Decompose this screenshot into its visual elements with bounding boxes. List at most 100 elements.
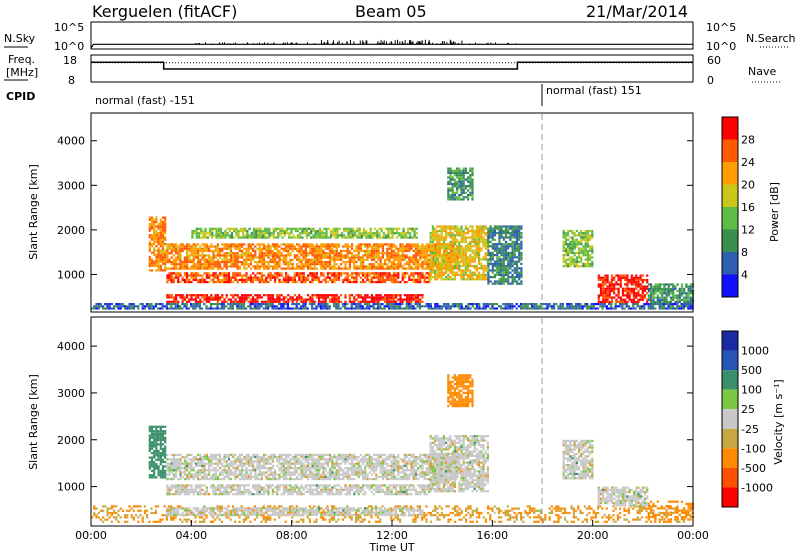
scatter-cell: [451, 234, 454, 237]
scatter-cell: [592, 307, 595, 310]
scatter-cell: [242, 305, 245, 308]
scatter-cell: [166, 245, 169, 248]
scatter-cell: [575, 307, 578, 310]
scatter-cell: [307, 232, 311, 235]
scatter-cell: [267, 249, 270, 253]
scatter-cell: [406, 263, 409, 266]
scatter-cell: [179, 254, 182, 257]
scatter-cell: [575, 243, 578, 246]
scatter-cell: [236, 254, 239, 257]
scatter-cell: [460, 240, 463, 243]
scatter-cell: [276, 256, 279, 259]
scatter-cell: [137, 307, 140, 310]
scatter-cell: [286, 305, 289, 308]
scatter-cell: [359, 294, 362, 297]
scatter-cell: [324, 254, 327, 257]
scatter-cell: [336, 227, 339, 230]
scatter-cell: [507, 269, 510, 272]
scatter-cell: [520, 236, 523, 239]
scatter-cell: [225, 258, 228, 261]
scatter-cell: [379, 296, 382, 299]
scatter-cell: [346, 247, 349, 250]
scatter-cell: [216, 265, 219, 268]
scatter-cell: [277, 234, 280, 237]
scatter-cell: [161, 303, 164, 306]
scatter-cell: [170, 272, 173, 275]
scatter-cell: [377, 247, 380, 250]
scatter-cell: [188, 300, 191, 303]
scatter-cell: [197, 274, 200, 277]
scatter-cell: [265, 276, 268, 279]
scatter-cell: [445, 254, 448, 257]
scatter-cell: [487, 258, 490, 261]
scatter-cell: [518, 276, 521, 279]
scatter-cell: [377, 305, 380, 308]
scatter-cell: [212, 256, 215, 259]
scatter-cell: [201, 274, 204, 277]
scatter-cell: [453, 171, 456, 175]
scatter-cell: [632, 298, 636, 301]
scatter-cell: [597, 303, 600, 306]
scatter-cell: [179, 296, 182, 299]
scatter-cell: [460, 178, 463, 181]
scatter-cell: [597, 274, 600, 277]
scatter-cell: [339, 307, 342, 310]
scatter-cell: [282, 256, 285, 259]
scatter-cell: [270, 234, 273, 237]
scatter-cell: [287, 267, 290, 270]
scatter-cell: [456, 169, 459, 172]
scatter-cell: [296, 263, 299, 266]
scatter-cell: [597, 283, 600, 286]
scatter-cell: [460, 229, 463, 232]
scatter-cell: [356, 229, 359, 233]
scatter-cell: [148, 303, 151, 306]
scatter-cell: [672, 283, 675, 286]
scatter-cell: [307, 294, 310, 297]
scatter-cell: [186, 243, 189, 246]
scatter-cell: [434, 245, 437, 248]
scatter-cell: [311, 298, 314, 301]
scatter-cell: [210, 245, 213, 248]
scatter-cell: [170, 260, 173, 264]
scatter-cell: [153, 220, 156, 224]
scatter-cell: [442, 240, 445, 243]
scatter-cell: [258, 243, 261, 246]
scatter-cell: [434, 227, 437, 230]
scatter-cell: [359, 307, 362, 310]
scatter-cell: [249, 260, 252, 264]
scatter-cell: [432, 243, 435, 246]
scatter-cell: [394, 305, 397, 308]
scatter-cell: [384, 298, 387, 301]
scatter-cell: [288, 232, 291, 235]
scatter-cell: [236, 274, 239, 277]
scatter-cell: [318, 294, 321, 297]
scatter-cell: [369, 227, 372, 230]
scatter-cell: [643, 307, 646, 310]
scatter-cell: [602, 296, 605, 299]
scatter-cell: [358, 229, 361, 233]
scatter-cell: [203, 247, 206, 250]
scatter-cell: [241, 256, 244, 259]
scatter-cell: [408, 258, 411, 261]
scatter-cell: [267, 276, 270, 279]
scatter-cell: [507, 265, 510, 268]
scatter-cell: [464, 273, 467, 276]
scatter-cell: [99, 303, 102, 306]
scatter-cell: [487, 265, 490, 268]
scatter-cell: [274, 245, 277, 248]
scatter-cell: [469, 185, 472, 188]
scatter-cell: [241, 249, 244, 253]
scatter-cell: [500, 265, 503, 268]
scatter-cell: [181, 249, 184, 253]
scatter-cell: [571, 256, 574, 259]
scatter-cell: [232, 281, 235, 284]
scatter-cell: [462, 187, 465, 190]
scatter-cell: [155, 240, 158, 243]
scatter-cell: [195, 229, 198, 233]
scatter-cell: [313, 300, 316, 303]
scatter-cell: [451, 178, 454, 181]
scatter-cell: [669, 307, 672, 310]
scatter-cell: [375, 274, 378, 277]
scatter-cell: [238, 305, 241, 308]
scatter-cell: [373, 263, 376, 266]
